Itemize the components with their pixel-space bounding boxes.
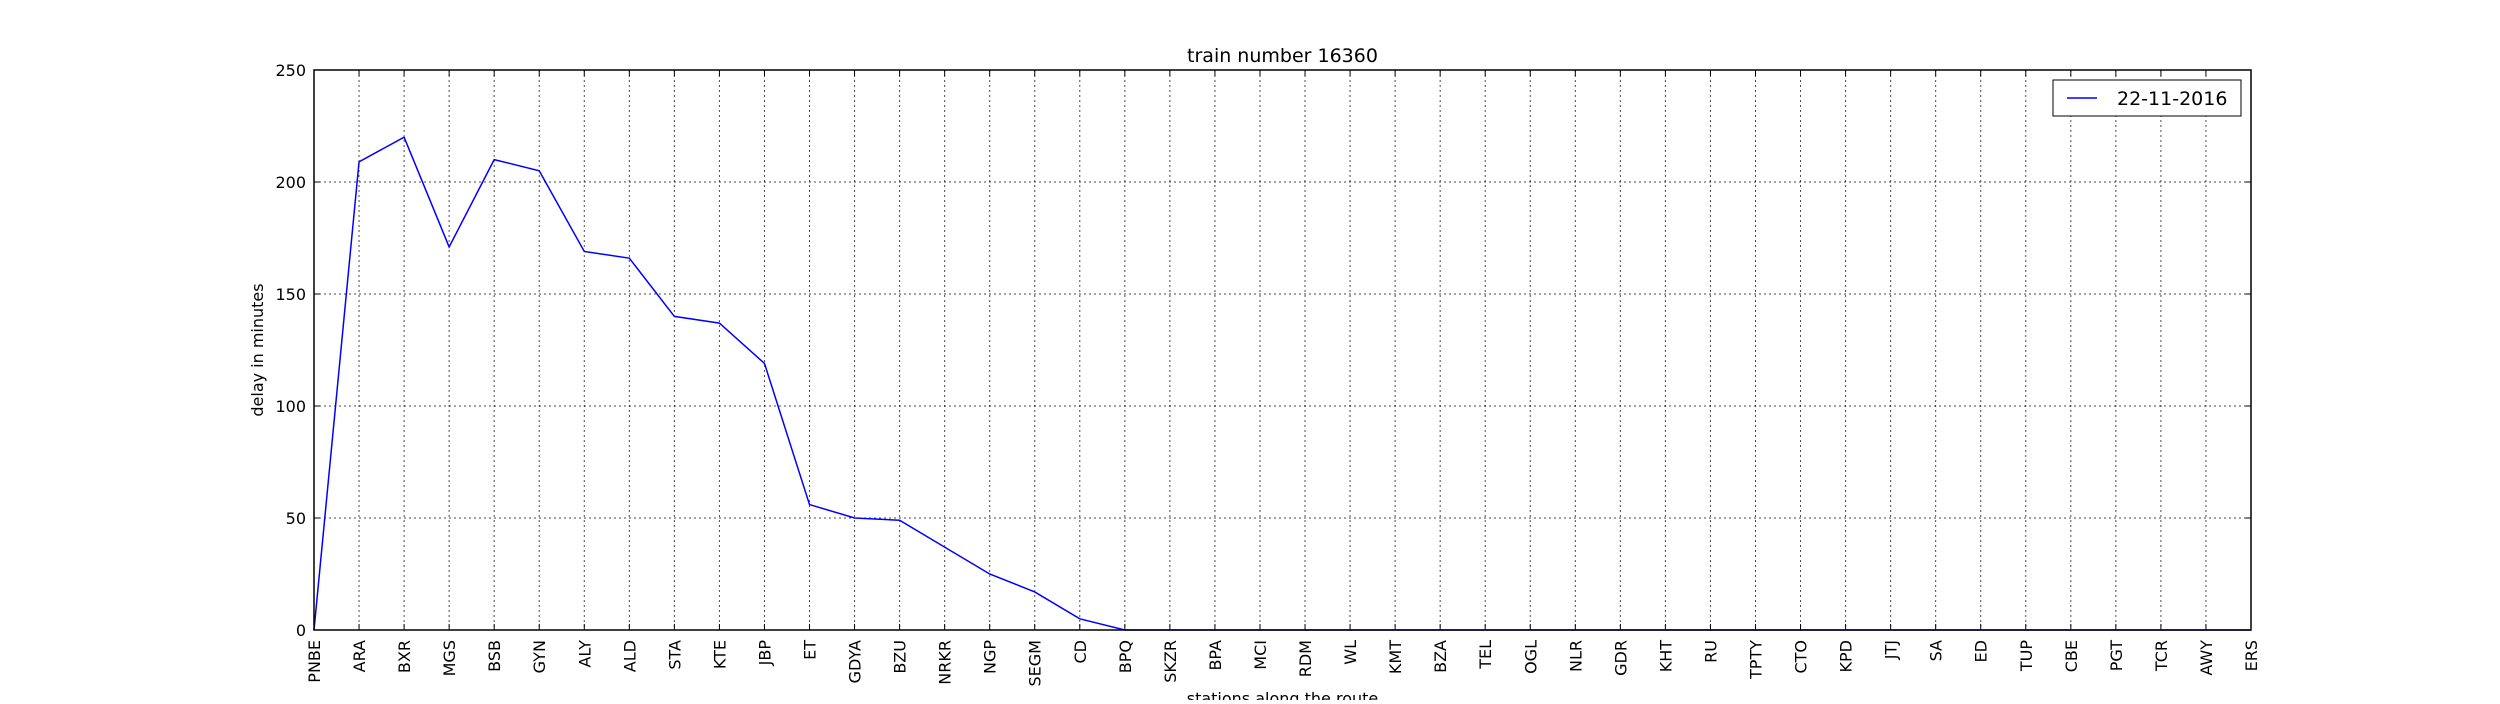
- ticks: PNBE ARA BXR MGS BSB GYN ALY ALD STA KTE JBP ET GDYA…: [275, 61, 2261, 686]
- x-tick-label: GDYA: [846, 640, 865, 683]
- x-tick-label: NGP: [981, 640, 1000, 674]
- x-tick-label: RDM: [1296, 640, 1315, 677]
- x-tick-label: GYN: [530, 640, 549, 673]
- x-tick-label: MGS: [440, 640, 459, 676]
- x-tick-label: TPTY: [1746, 640, 1765, 680]
- x-tick-label: KHT: [1656, 640, 1675, 673]
- x-tick-label: JTJ: [1882, 640, 1901, 660]
- x-tick-label: RU: [1701, 640, 1720, 663]
- x-tick-label: KTE: [710, 640, 729, 669]
- x-tick-label: TCR: [2152, 640, 2171, 672]
- x-tick-label: CD: [1071, 640, 1090, 664]
- x-tick-label: TEL: [1476, 640, 1495, 670]
- y-tick-label: 100: [275, 397, 306, 416]
- x-tick-label: SA: [1927, 640, 1946, 661]
- x-tick-label: WL: [1341, 640, 1360, 665]
- x-tick-label: KMT: [1386, 640, 1405, 674]
- y-tick-label: 0: [296, 621, 306, 640]
- x-tick-label: CBE: [2062, 640, 2081, 672]
- x-tick-label: AWY: [2197, 640, 2216, 676]
- x-tick-label: SKZR: [1161, 640, 1180, 683]
- x-tick-label: STA: [665, 640, 684, 670]
- x-tick-label: ALY: [575, 640, 594, 668]
- x-tick-label: CTO: [1792, 640, 1811, 674]
- x-tick-label: KPD: [1837, 640, 1856, 672]
- x-tick-label: BPA: [1206, 640, 1225, 671]
- x-tick-label: ALD: [620, 640, 639, 672]
- chart-title: train number 16360: [1187, 45, 1378, 67]
- x-tick-label: BZU: [891, 640, 910, 674]
- x-tick-label: PNBE: [305, 640, 324, 683]
- x-tick-label: ET: [801, 640, 820, 660]
- x-tick-label: SEGM: [1026, 640, 1045, 686]
- y-tick-label: 250: [275, 61, 306, 80]
- x-tick-label: OGL: [1521, 640, 1540, 674]
- series-line: [313, 136, 2251, 631]
- x-tick-label: NRKR: [936, 640, 955, 685]
- x-tick-label: ARA: [350, 640, 369, 672]
- plot-area-frame: [313, 69, 2252, 631]
- x-tick-label: BPQ: [1116, 640, 1135, 673]
- x-tick-label: PGT: [2107, 640, 2126, 671]
- x-tick-label: BZA: [1431, 640, 1450, 673]
- y-tick-label: 200: [275, 173, 306, 192]
- legend: 22-11-2016: [2052, 79, 2242, 117]
- x-tick-label: JBP: [755, 640, 774, 667]
- x-axis-label: stations along the route: [1187, 689, 1379, 700]
- x-tick-label: BSB: [485, 640, 504, 672]
- y-tick-label: 50: [286, 509, 306, 528]
- y-axis-label: delay in minutes: [248, 283, 267, 416]
- x-tick-label: NLR: [1566, 640, 1585, 672]
- legend-label: 22-11-2016: [2117, 88, 2227, 110]
- x-tick-label: ERS: [2242, 640, 2261, 671]
- x-tick-label: MCI: [1251, 640, 1270, 670]
- y-tick-label: 150: [275, 285, 306, 304]
- grid: [313, 69, 2252, 631]
- x-tick-label: BXR: [395, 640, 414, 673]
- x-tick-label: ED: [1972, 640, 1991, 662]
- x-tick-label: TUP: [2017, 640, 2036, 672]
- series-layer: [313, 136, 2251, 631]
- x-tick-label: GDR: [1611, 640, 1630, 676]
